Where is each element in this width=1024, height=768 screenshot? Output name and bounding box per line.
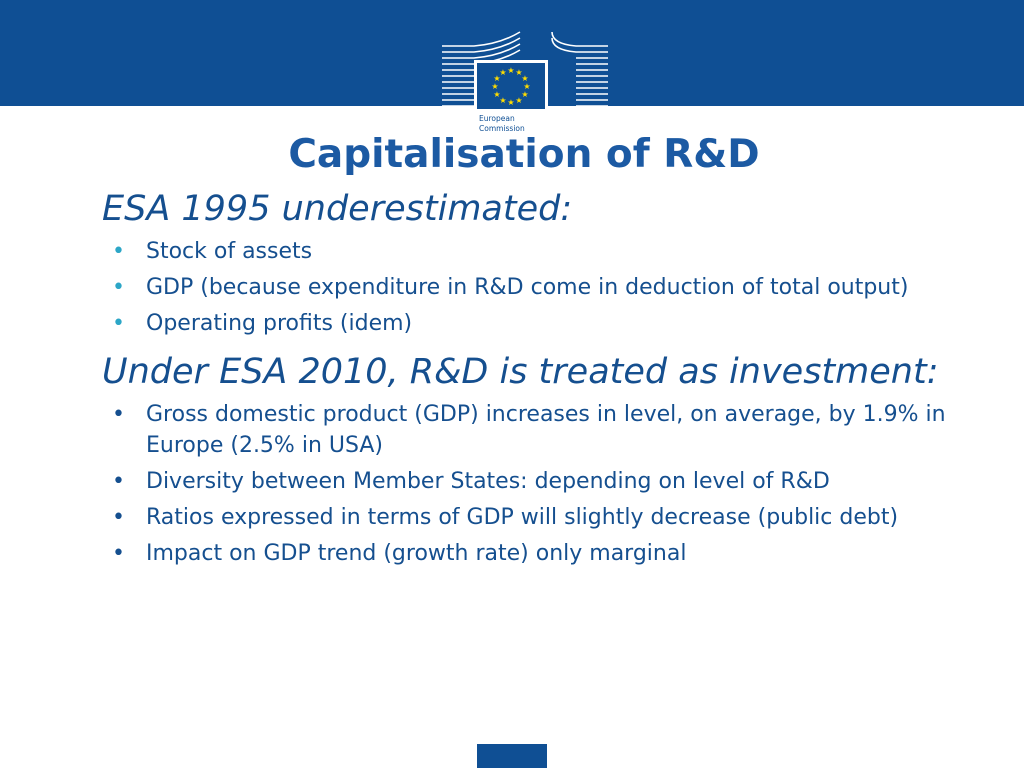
svg-text:★: ★: [499, 68, 506, 77]
list-item: • Stock of assets: [102, 236, 982, 267]
svg-text:★: ★: [493, 90, 500, 99]
european-commission-logo: ★ ★ ★ ★ ★ ★ ★ ★ ★ ★ ★ ★ European Commiss…: [442, 31, 608, 140]
list-item-text: Gross domestic product (GDP) increases i…: [146, 402, 946, 458]
list-item-text: Stock of assets: [146, 239, 313, 264]
list-item-text: GDP (because expenditure in R&D come in …: [146, 275, 909, 300]
svg-text:★: ★: [507, 66, 514, 75]
bullet-icon: •: [112, 505, 125, 530]
list-item-text: Operating profits (idem): [146, 311, 413, 336]
list-item: • Ratios expressed in terms of GDP will s…: [102, 502, 982, 533]
svg-text:★: ★: [521, 74, 528, 83]
svg-text:★: ★: [507, 98, 514, 107]
svg-text:European: European: [479, 114, 515, 123]
bullet-icon: •: [112, 541, 125, 566]
svg-text:★: ★: [493, 74, 500, 83]
list-item: • Operating profits (idem): [102, 308, 982, 339]
list-item-text: Impact on GDP trend (growth rate) only m…: [146, 541, 687, 566]
bullet-icon: •: [112, 469, 125, 494]
svg-text:★: ★: [491, 82, 498, 91]
slide-title: Capitalisation of R&D: [288, 132, 760, 177]
svg-text:★: ★: [521, 90, 528, 99]
svg-text:Commission: Commission: [479, 124, 525, 133]
bullet-list-esa-1995: • Stock of assets • GDP (because expenditu…: [102, 236, 982, 339]
list-item-text: Ratios expressed in terms of GDP will sl…: [146, 505, 899, 530]
svg-text:★: ★: [515, 96, 522, 105]
list-item: • Diversity between Member States: depend…: [102, 466, 982, 497]
bullet-list-esa-2010: • Gross domestic product (GDP) increases …: [102, 399, 982, 569]
list-item: • Impact on GDP trend (growth rate) only …: [102, 538, 982, 569]
svg-text:★: ★: [523, 82, 530, 91]
slide-body: ESA 1995 underestimated: • Stock of asset…: [102, 186, 982, 574]
section-heading-esa-1995: ESA 1995 underestimated:: [102, 189, 573, 229]
section-heading-esa-2010: Under ESA 2010, R&D is treated as invest…: [102, 352, 939, 392]
bullet-icon: •: [112, 275, 125, 300]
bullet-icon: •: [112, 239, 125, 264]
bullet-icon: •: [112, 402, 125, 427]
list-item: • GDP (because expenditure in R&D come in…: [102, 272, 982, 303]
list-item-text: Diversity between Member States: dependi…: [146, 469, 830, 494]
list-item: • Gross domestic product (GDP) increases …: [102, 399, 982, 461]
bullet-icon: •: [112, 311, 125, 336]
footer-flag: [477, 744, 547, 768]
svg-text:★: ★: [515, 68, 522, 77]
svg-text:★: ★: [499, 96, 506, 105]
